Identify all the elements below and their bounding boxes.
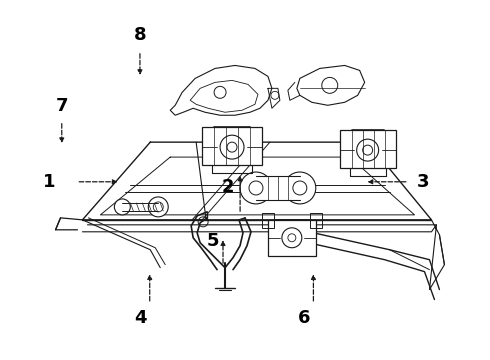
Circle shape — [148, 197, 168, 217]
Polygon shape — [340, 130, 395, 168]
Text: 4: 4 — [134, 309, 146, 327]
Text: 3: 3 — [417, 173, 430, 191]
Text: 8: 8 — [134, 26, 146, 44]
Circle shape — [240, 172, 272, 204]
Text: 1: 1 — [43, 173, 56, 191]
Polygon shape — [202, 127, 262, 165]
Text: 6: 6 — [297, 309, 310, 327]
Text: 7: 7 — [55, 98, 68, 116]
Circle shape — [114, 199, 130, 215]
Text: 2: 2 — [221, 178, 234, 196]
Circle shape — [284, 172, 316, 204]
Text: 5: 5 — [207, 232, 220, 250]
Polygon shape — [256, 176, 300, 200]
Polygon shape — [268, 220, 316, 256]
